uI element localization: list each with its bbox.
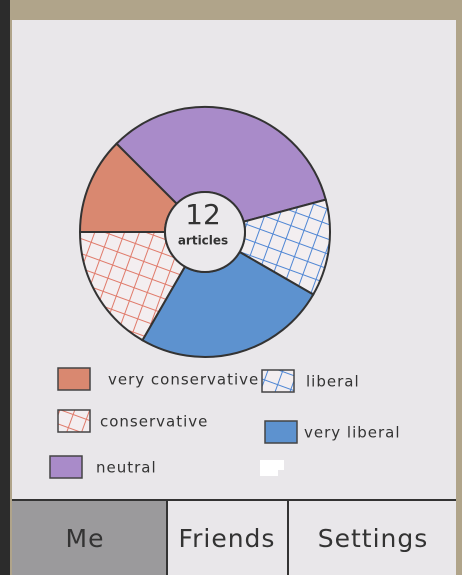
donut-chart — [78, 106, 331, 358]
tab-active-bg — [12, 501, 167, 575]
tab-me[interactable]: Me — [66, 524, 105, 553]
tab-settings[interactable]: Settings — [318, 524, 429, 553]
legend-swatch — [261, 369, 295, 393]
legend-swatch — [57, 367, 91, 391]
center-label: articles — [178, 234, 228, 248]
legend-label: conservative — [100, 413, 208, 431]
donut-hole — [164, 191, 246, 273]
legend-swatch — [49, 455, 83, 479]
tab-friends[interactable]: Friends — [179, 524, 276, 553]
legend-label: very liberal — [304, 424, 401, 442]
legend-label: neutral — [96, 459, 157, 477]
legend-swatch — [57, 409, 91, 433]
legend-swatch — [264, 420, 298, 444]
legend-label: very conservative — [108, 371, 259, 389]
legend-label: liberal — [306, 373, 360, 391]
center-value: 12 — [185, 198, 221, 231]
flag-icon — [260, 460, 284, 476]
legend: very conservative conservative neutral libe… — [49, 367, 401, 479]
